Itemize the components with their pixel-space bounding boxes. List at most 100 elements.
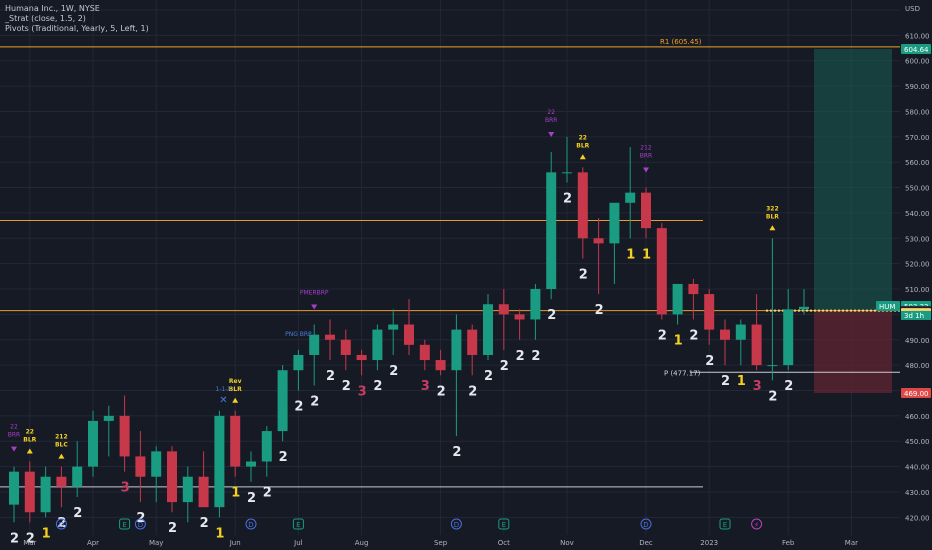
y-tick-label: 480.00 [905,362,930,370]
signal-text: 22 [26,429,34,436]
strat-label: 1 [674,334,683,349]
event-icons[interactable]: D E D D E D E D E ⚡ [55,518,763,530]
candle-body [325,334,335,340]
signal-text: 212 [55,434,68,441]
dividend-icon-letter: D [59,521,64,529]
candle-body [720,329,730,340]
signal-arrow-up [769,225,776,231]
strat-label: 3 [358,384,367,399]
signal-text: BLC [55,442,68,449]
strat-label: 1 [231,486,240,501]
signal-arrow-up [579,154,586,160]
x-tick-label: Mar [845,539,858,547]
signal-text: BRR [545,117,557,124]
strat-label: 2 [658,328,667,343]
y-tick-label: 550.00 [905,185,930,193]
symbol-title[interactable]: Humana Inc., 1W, NYSE [5,4,100,13]
x-tick-label: Feb [782,539,795,547]
y-tick-label: 510.00 [905,286,930,294]
price-tag-bg [901,388,931,399]
x-mark-text: 1-1-X [216,386,232,393]
candle-body [593,238,604,244]
candle-body [309,334,320,355]
candle-body [704,294,715,330]
y-tick-label: 490.00 [905,337,930,345]
strat-label: 3 [753,379,762,394]
strat-label: 2 [326,369,335,384]
candle-body [24,471,35,513]
strat-label: 2 [531,349,540,364]
candle-body [767,365,778,367]
ticker-tag-bg [876,300,900,311]
y-tick-label: 460.00 [905,413,930,421]
horizontal-lines: R1 (605.45) P (477.17) [0,38,900,488]
strat-label: 2 [689,328,698,343]
y-tick-label: 560.00 [905,159,930,167]
signal-arrow-up [58,453,65,459]
indicator-strat[interactable]: _Strat (close, 1.5, 2) [5,14,86,23]
candles [9,136,809,523]
news-icon [751,518,763,530]
candle-body [103,415,114,421]
signal-text: 322 [766,205,779,212]
strat-label: 2 [26,531,35,546]
candle-body [356,354,367,361]
earnings-icon [498,518,510,530]
signal-arrow-up [26,448,33,454]
strat-label: 2 [563,191,572,206]
y-tick-label: 580.00 [905,108,930,116]
indicator-pivots[interactable]: Pivots (Traditional, Yearly, 5, Left, 1) [5,24,149,33]
candle-body [625,192,636,203]
candle-body [577,172,588,239]
pivot-r1-label: R1 (605.45) [660,38,702,46]
earnings-icon-letter: E [296,521,300,529]
candle-body [9,471,19,505]
y-tick-label: 450.00 [905,438,930,446]
candle-body [261,431,272,462]
signal-arrow-down [643,167,649,173]
dividend-icon-letter: D [248,521,253,529]
strat-label: 2 [310,394,319,409]
x-tick-label: Apr [87,539,99,547]
y-tick-label: 610.00 [905,32,930,40]
y-tick-label: 540.00 [905,210,930,218]
candle-body [230,415,241,467]
signal-text: 212 [640,145,652,152]
candle-body [530,289,541,320]
dividend-icon-letter: D [643,521,648,529]
y-tick-label: 530.00 [905,235,930,243]
y-axis: USD420.00430.00440.00450.00460.00470.004… [900,0,932,550]
signal-text: BLR [23,437,36,444]
dividend-icon [134,518,146,530]
price-tag-text: 469.00 [904,390,929,398]
signal-text: Rev [229,378,242,385]
candle-body [182,476,193,503]
candle-body [293,354,304,371]
news-icon-glyph: ⚡ [754,521,759,529]
candle-body [72,466,83,487]
y-tick-label: 440.00 [905,464,930,472]
stop-zone [814,310,892,394]
candle-body [277,370,288,432]
strat-label: 2 [721,374,730,389]
strat-label: 1 [626,247,635,262]
strat-label: 3 [121,481,130,496]
price-tag-bg [901,43,931,54]
strat-label: 2 [10,531,19,546]
signal-text: 22 [10,424,18,431]
strat-label: 2 [263,486,272,501]
candle-body [783,309,794,366]
y-tick-label: 520.00 [905,261,930,269]
candle-body [340,339,351,355]
candle-body [151,451,162,477]
candle-body [451,329,462,371]
earnings-icon-letter: E [502,521,506,529]
dividend-icon [245,518,257,530]
x-tick-label: Sep [434,539,448,547]
y-tick-label: 600.00 [905,58,930,66]
currency-label: USD [905,5,920,13]
x-tick-label: Oct [498,539,510,547]
